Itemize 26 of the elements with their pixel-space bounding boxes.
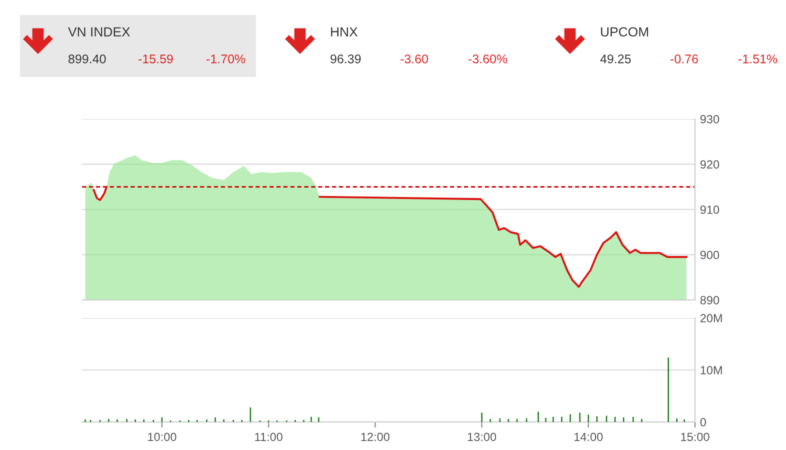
x-tick-label: 10:00 bbox=[148, 432, 176, 442]
text: -3.60% bbox=[468, 54, 508, 64]
y-tick-label: 20M bbox=[700, 314, 722, 322]
text: -0.76 bbox=[670, 54, 698, 64]
text: UPCOM bbox=[601, 27, 648, 37]
x-tick-label: 13:00 bbox=[468, 432, 496, 442]
y-tick-label: 900 bbox=[700, 250, 720, 260]
y-tick-label: 930 bbox=[700, 115, 720, 124]
y-tick-label: 910 bbox=[700, 206, 720, 214]
y-tick-label: 920 bbox=[700, 160, 720, 169]
text: 49.25 bbox=[600, 54, 631, 64]
x-tick-label: 14:00 bbox=[574, 432, 603, 442]
text: -15.59 bbox=[138, 54, 173, 64]
x-tick-label: 12:00 bbox=[361, 432, 390, 442]
y-tick-label: 890 bbox=[700, 296, 720, 304]
text: 899.40 bbox=[68, 54, 106, 64]
text: -1.51% bbox=[738, 54, 778, 64]
text: VN INDEX bbox=[68, 27, 130, 36]
y-tick-label: 0 bbox=[700, 418, 706, 426]
x-tick-label: 15:00 bbox=[681, 432, 710, 442]
text: HNX bbox=[331, 27, 358, 36]
text: -1.70% bbox=[206, 54, 246, 64]
text: 96.39 bbox=[330, 54, 361, 64]
x-tick-label: 11:00 bbox=[255, 432, 282, 442]
y-tick-label: 10M bbox=[700, 366, 722, 374]
text: -3.60 bbox=[400, 54, 428, 64]
